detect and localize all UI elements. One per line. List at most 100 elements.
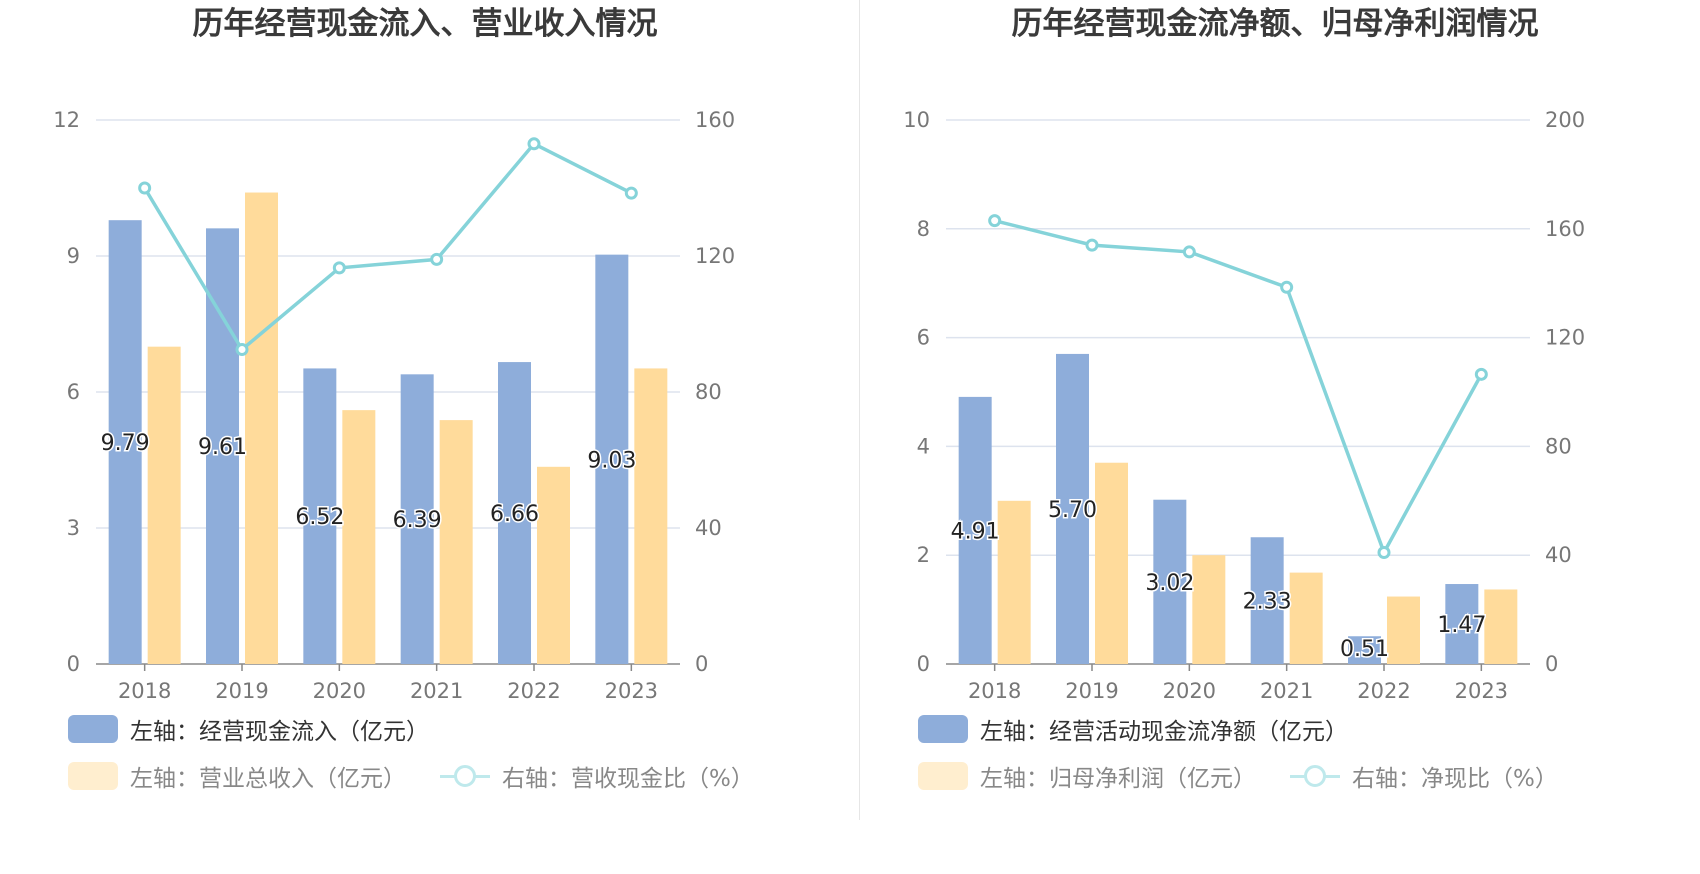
left-axis-tick-label: 0	[917, 652, 930, 676]
data-label: 9.03	[587, 448, 636, 473]
legend-line-dot	[1304, 765, 1326, 787]
data-label: 1.47	[1437, 613, 1486, 638]
legend-swatch-icon	[68, 715, 118, 743]
right-axis-tick-label: 200	[1545, 108, 1585, 132]
line-point	[235, 343, 249, 356]
bar-series-1	[958, 396, 992, 664]
left-axis-tick-label: 9	[67, 244, 80, 268]
left-axis-tick-label: 0	[67, 652, 80, 676]
line-point	[332, 261, 346, 275]
right-axis-tick-label: 0	[695, 652, 708, 676]
legend-item[interactable]: 右轴：净现比（%）	[1290, 759, 1558, 793]
right-axis-tick-label: 80	[695, 380, 722, 404]
bar-series-1	[303, 368, 337, 664]
data-label: 9.79	[101, 431, 150, 456]
x-axis-tick-label: 2019	[215, 679, 268, 703]
legend-label: 左轴：营业总收入（亿元）	[130, 766, 406, 792]
x-axis-tick-label: 2020	[313, 679, 366, 703]
x-axis-tick-label: 2022	[1357, 679, 1410, 703]
legend-label: 左轴：经营现金流入（亿元）	[130, 719, 429, 745]
bar-series-2	[537, 466, 570, 664]
left-axis-tick-label: 12	[53, 108, 80, 132]
left-axis-tick-label: 3	[67, 516, 80, 540]
chart-canvas-net-cash: 0 0 2 40 4 80 6 120 8 160 10 200 2018 2019 2020 2021 202…	[903, 108, 1585, 703]
legend-line-marker-icon	[1290, 762, 1340, 790]
legend-line-marker-icon	[440, 762, 490, 790]
legend-line-dot	[454, 765, 476, 787]
data-label: 6.39	[393, 508, 442, 533]
data-label: 5.70	[1048, 498, 1097, 523]
legend-item[interactable]: 左轴：经营现金流入（亿元）	[68, 712, 429, 746]
right-axis-tick-label: 40	[695, 516, 722, 540]
line-point	[1377, 545, 1391, 559]
bar-series-2	[997, 500, 1031, 664]
chart-panel-cash-inflow: 历年经营现金流入、营业收入情况 0 0 3 40 6 80 9 120 12 160 2018 201…	[53, 6, 754, 793]
x-axis-tick-label: 2019	[1065, 679, 1118, 703]
chart-canvas-cash-inflow: 0 0 3 40 6 80 9 120 12 160 2018 2019 2020 2021 2022 202…	[53, 108, 735, 703]
left-axis-tick-label: 6	[917, 326, 930, 350]
bar-series-2	[1289, 572, 1323, 664]
chart-title: 历年经营现金流净额、归母净利润情况	[1011, 6, 1539, 42]
line-point	[1474, 367, 1488, 381]
bar-series-2	[1484, 589, 1518, 664]
bar-series-2	[1192, 555, 1226, 664]
line-point	[527, 137, 541, 151]
right-axis-tick-label: 0	[1545, 652, 1558, 676]
legend-label: 左轴：归母净利润（亿元）	[980, 766, 1256, 792]
x-axis-tick-label: 2023	[605, 679, 658, 703]
left-axis-tick-label: 10	[903, 108, 930, 132]
right-axis-tick-label: 40	[1545, 543, 1572, 567]
bar-series-2	[439, 420, 473, 664]
bar-series-1	[1153, 499, 1187, 664]
bar-series-1	[1445, 584, 1479, 664]
bar-series-1	[400, 374, 434, 664]
bar-series-2	[342, 410, 376, 664]
x-axis-tick-label: 2023	[1455, 679, 1508, 703]
legend-label: 右轴：净现比（%）	[1352, 766, 1558, 792]
right-axis-tick-label: 120	[1545, 326, 1585, 350]
right-axis-tick-label: 120	[695, 244, 735, 268]
legend-swatch-icon	[918, 762, 968, 790]
line-point	[1085, 238, 1099, 252]
legend-label: 右轴：营收现金比（%）	[502, 766, 754, 792]
chart-panel-net-cash: 历年经营现金流净额、归母净利润情况 0 0 2 40 4 80 6 120 8 160 10 200 2…	[850, 0, 1700, 874]
right-axis-tick-label: 160	[1545, 217, 1585, 241]
x-axis-tick-label: 2018	[118, 679, 171, 703]
line-series	[143, 141, 633, 353]
data-label: 3.02	[1145, 571, 1194, 596]
bar-series-2	[1095, 462, 1128, 664]
x-axis-tick-label: 2018	[968, 679, 1021, 703]
x-axis-tick-label: 2021	[1260, 679, 1313, 703]
legend-swatch-icon	[918, 715, 968, 743]
x-axis-tick-label: 2020	[1163, 679, 1216, 703]
x-axis-tick-label: 2022	[507, 679, 560, 703]
legend-item[interactable]: 右轴：营收现金比（%）	[440, 759, 754, 793]
legend-label: 左轴：经营活动现金流净额（亿元）	[980, 719, 1348, 745]
panel-divider	[859, 0, 860, 820]
data-label: 0.51	[1340, 637, 1389, 662]
bar-series-2	[634, 368, 668, 664]
bar-series-2	[1387, 596, 1420, 664]
line-point	[430, 252, 444, 266]
legend-item[interactable]: 左轴：营业总收入（亿元）	[68, 759, 406, 793]
data-label: 9.61	[198, 435, 247, 460]
line-point	[1280, 280, 1294, 294]
data-label: 2.33	[1243, 590, 1292, 615]
legend-item[interactable]: 左轴：经营活动现金流净额（亿元）	[918, 712, 1348, 746]
bar-series-1	[1056, 353, 1089, 664]
bar-series-1	[1250, 537, 1284, 664]
data-label: 6.52	[295, 505, 344, 530]
legend-swatch-icon	[68, 762, 118, 790]
right-axis-tick-label: 80	[1545, 434, 1572, 458]
left-axis-tick-label: 8	[917, 217, 930, 241]
right-axis-tick-label: 160	[695, 108, 735, 132]
legend-item[interactable]: 左轴：归母净利润（亿元）	[918, 759, 1256, 793]
line-point	[1182, 245, 1196, 259]
x-axis-tick-label: 2021	[410, 679, 463, 703]
left-axis-tick-label: 4	[917, 434, 930, 458]
bar-series-1	[498, 362, 531, 664]
bar-series-1	[1348, 636, 1381, 664]
line-series	[994, 218, 1483, 557]
bar-series-2	[147, 346, 181, 664]
